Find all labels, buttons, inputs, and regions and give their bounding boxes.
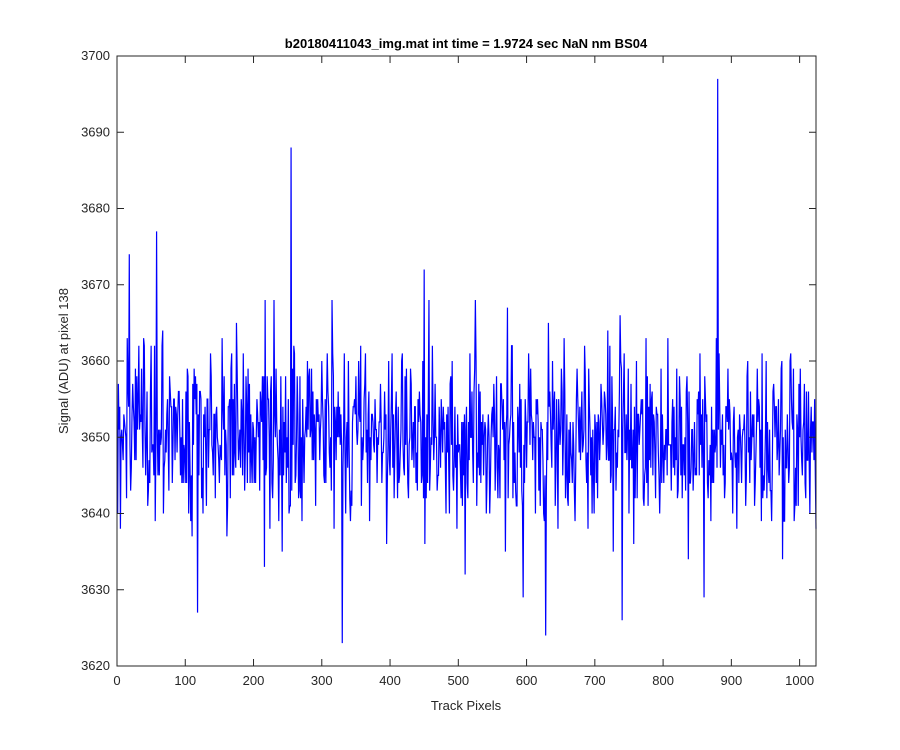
x-tick-label: 500 (447, 673, 469, 688)
x-tick-label: 700 (584, 673, 606, 688)
y-tick-label: 3630 (81, 582, 110, 597)
x-tick-label: 300 (311, 673, 333, 688)
x-tick-label: 0 (113, 673, 120, 688)
y-tick-label: 3700 (81, 48, 110, 63)
x-tick-label: 100 (174, 673, 196, 688)
tick-layer: 0 100 200 300 400 500 600 700 800 900 1000 3620 3630… (81, 48, 816, 688)
y-tick-label: 3650 (81, 429, 110, 444)
chart-title: b20180411043_img.mat int time = 1.9724 s… (285, 36, 648, 51)
y-axis-label: Signal (ADU) at pixel 138 (56, 288, 71, 434)
x-axis-label: Track Pixels (431, 698, 502, 713)
x-tick-label: 400 (379, 673, 401, 688)
x-tick-label: 900 (721, 673, 743, 688)
y-tick-label: 3620 (81, 658, 110, 673)
y-tick-label: 3680 (81, 201, 110, 216)
x-tick-label: 800 (652, 673, 674, 688)
x-tick-label: 200 (243, 673, 265, 688)
y-tick-label: 3670 (81, 277, 110, 292)
series-layer (117, 78, 817, 644)
series-line (117, 78, 817, 644)
x-tick-label: 600 (516, 673, 538, 688)
y-tick-label: 3660 (81, 353, 110, 368)
y-tick-label: 3690 (81, 124, 110, 139)
y-tick-label: 3640 (81, 506, 110, 521)
x-tick-label: 1000 (785, 673, 814, 688)
